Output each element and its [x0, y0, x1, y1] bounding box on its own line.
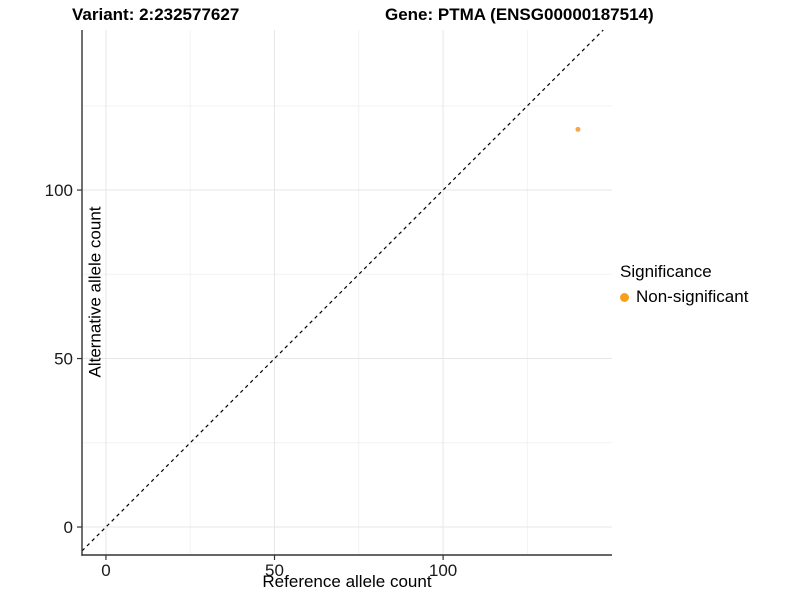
legend-item-label: Non-significant: [636, 287, 749, 306]
x-axis-title: Reference allele count: [262, 572, 432, 591]
x-tick-label: 50: [265, 561, 284, 580]
y-axis-title: Alternative allele count: [85, 206, 105, 378]
legend-title: Significance: [620, 262, 712, 281]
plot-title-gene: Gene: PTMA (ENSG00000187514): [385, 5, 654, 24]
y-tick-label: 100: [45, 181, 73, 200]
plot-title-variant: Variant: 2:232577627: [72, 5, 240, 24]
legend: Significance Non-significant: [620, 262, 748, 307]
x-tick-label: 0: [101, 561, 110, 580]
legend-key-dot-icon: [620, 292, 629, 302]
data-point: [575, 126, 581, 132]
y-tick-label: 50: [54, 350, 73, 369]
y-tick-label: 0: [64, 518, 73, 537]
legend-item-non-significant: Non-significant: [620, 287, 748, 307]
x-tick-label: 100: [429, 561, 457, 580]
identity-dashed-line: [81, 29, 604, 552]
